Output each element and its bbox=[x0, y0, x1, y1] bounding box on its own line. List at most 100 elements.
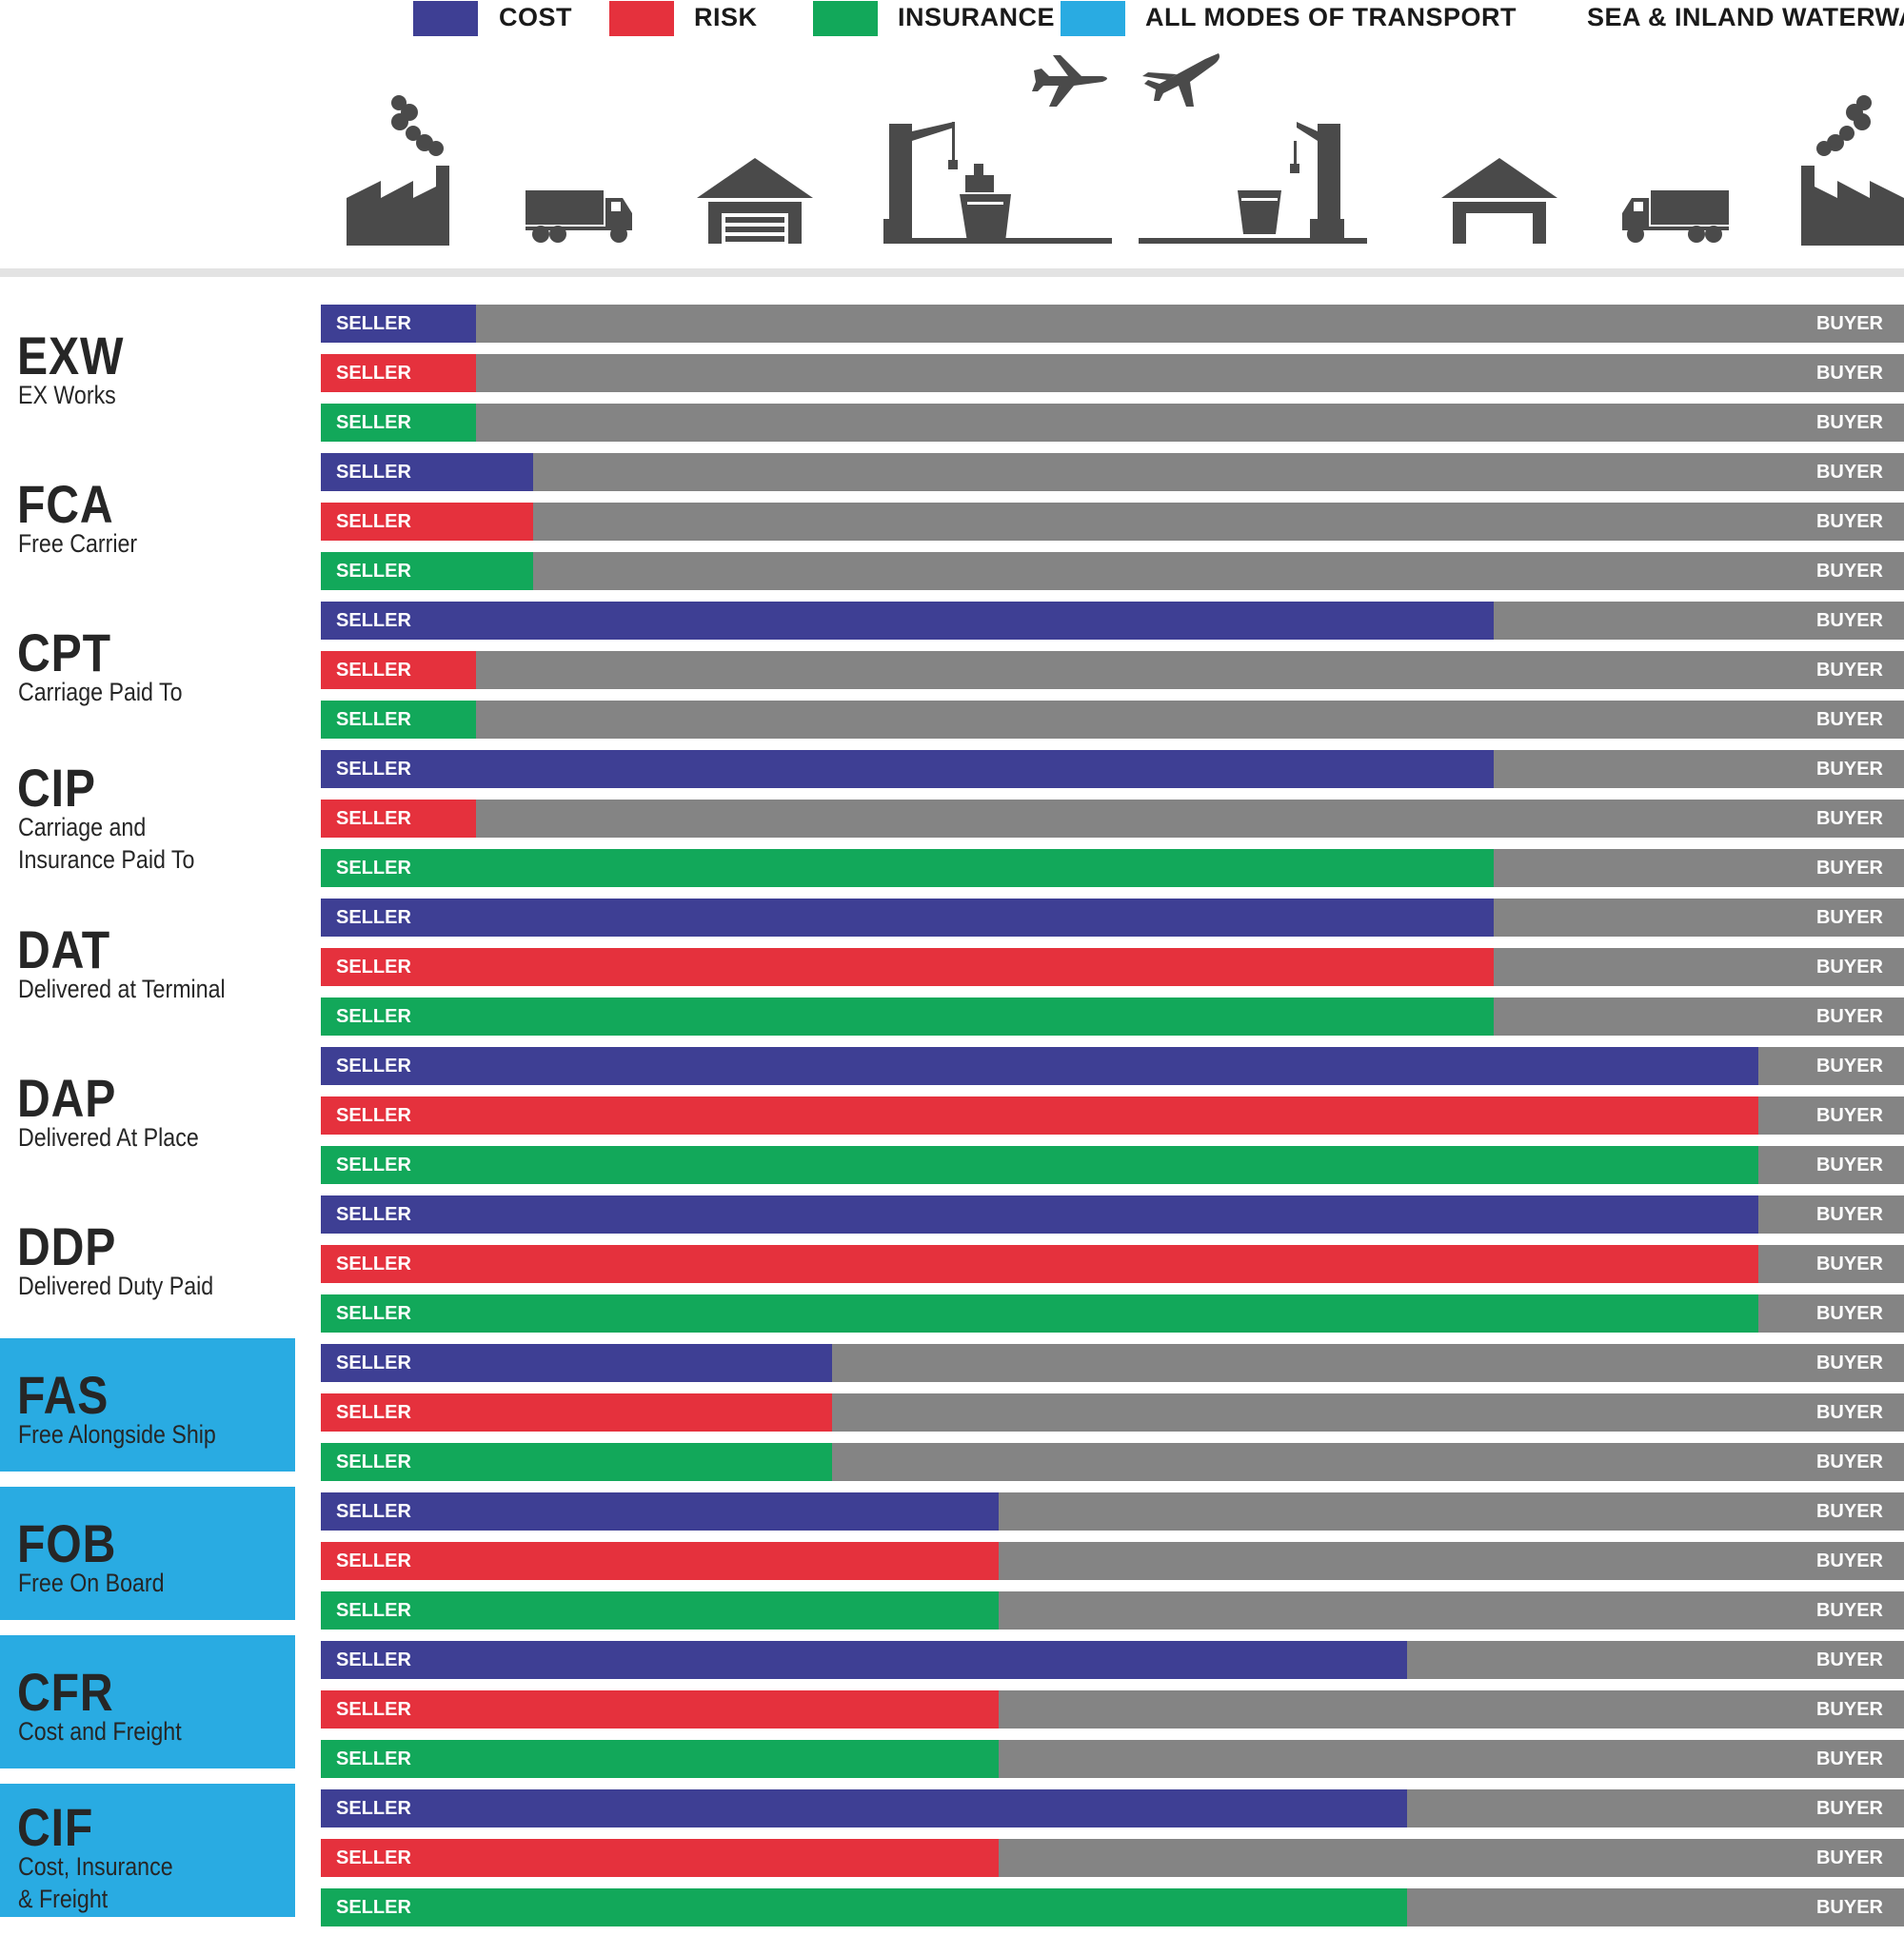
bar-seller-segment-cost bbox=[321, 453, 533, 491]
term-label-cpt: CPT Carriage Paid To bbox=[0, 596, 295, 729]
bar-cif-cost: SELLER BUYER bbox=[321, 1789, 1904, 1827]
term-code: CIP bbox=[17, 758, 96, 818]
factory-icon bbox=[345, 93, 459, 246]
incoterms-bar-chart: SELLER BUYER SELLER BUYER SELLER BUYER SELLER B… bbox=[321, 305, 1904, 1936]
term-label-dat: DAT Delivered at Terminal bbox=[0, 893, 295, 1026]
legend-label-sea: SEA & INLAND WATERWAYS bbox=[1587, 3, 1904, 31]
bar-buyer-label: BUYER bbox=[1815, 1204, 1883, 1225]
warehouse-icon bbox=[697, 158, 813, 246]
bar-buyer-label: BUYER bbox=[1815, 363, 1883, 384]
bar-seller-segment-risk bbox=[321, 1542, 999, 1580]
bar-ddp-insurance: SELLER BUYER bbox=[321, 1294, 1904, 1333]
term-code: CFR bbox=[17, 1662, 114, 1722]
bar-exw-risk: SELLER BUYER bbox=[321, 354, 1904, 392]
bar-seller-segment-insurance bbox=[321, 998, 1495, 1036]
legend-swatch-insurance bbox=[813, 1, 878, 36]
bar-seller-segment-cost bbox=[321, 1492, 999, 1531]
bar-seller-label: SELLER bbox=[336, 1254, 411, 1274]
bar-seller-label: SELLER bbox=[336, 1650, 411, 1670]
legend-label-insurance: INSURANCE bbox=[898, 3, 1056, 31]
bar-cip-insurance: SELLER BUYER bbox=[321, 849, 1904, 887]
term-code: FOB bbox=[17, 1513, 117, 1573]
bar-seller-label: SELLER bbox=[336, 759, 411, 780]
bar-buyer-label: BUYER bbox=[1815, 1402, 1883, 1423]
term-label-fas: FAS Free Alongside Ship bbox=[0, 1338, 295, 1472]
bar-dap-insurance: SELLER BUYER bbox=[321, 1146, 1904, 1184]
bar-fca-risk: SELLER BUYER bbox=[321, 503, 1904, 541]
bar-seller-segment-cost bbox=[321, 1047, 1758, 1085]
bar-buyer-label: BUYER bbox=[1815, 660, 1883, 681]
transport-icon-strip bbox=[0, 48, 1904, 247]
bar-seller-segment-risk bbox=[321, 1393, 833, 1432]
bar-seller-label: SELLER bbox=[336, 1600, 411, 1621]
bar-cip-risk: SELLER BUYER bbox=[321, 800, 1904, 838]
bar-seller-label: SELLER bbox=[336, 709, 411, 730]
term-name: Delivered Duty Paid bbox=[18, 1272, 214, 1300]
bar-seller-segment-insurance bbox=[321, 849, 1495, 887]
bar-buyer-label: BUYER bbox=[1815, 610, 1883, 631]
bar-seller-segment-cost bbox=[321, 1195, 1758, 1234]
bar-buyer-label: BUYER bbox=[1815, 313, 1883, 334]
bar-dap-risk: SELLER BUYER bbox=[321, 1096, 1904, 1135]
bar-seller-label: SELLER bbox=[336, 660, 411, 681]
bar-fob-insurance: SELLER BUYER bbox=[321, 1591, 1904, 1630]
bar-seller-segment-risk bbox=[321, 1096, 1758, 1135]
airplane-icon bbox=[1032, 48, 1112, 110]
bar-buyer-label: BUYER bbox=[1815, 1600, 1883, 1621]
bar-buyer-label: BUYER bbox=[1815, 1254, 1883, 1274]
bar-buyer-label: BUYER bbox=[1815, 1452, 1883, 1472]
term-label-fob: FOB Free On Board bbox=[0, 1487, 295, 1620]
bar-seller-segment-insurance bbox=[321, 404, 476, 442]
bar-dat-cost: SELLER BUYER bbox=[321, 899, 1904, 937]
bar-cif-insurance: SELLER BUYER bbox=[321, 1888, 1904, 1926]
bar-seller-segment-risk bbox=[321, 354, 476, 392]
bar-exw-cost: SELLER BUYER bbox=[321, 305, 1904, 343]
term-label-ddp: DDP Delivered Duty Paid bbox=[0, 1190, 295, 1323]
bar-cip-cost: SELLER BUYER bbox=[321, 750, 1904, 788]
bar-buyer-label: BUYER bbox=[1815, 1303, 1883, 1324]
legend-swatch-cost bbox=[413, 1, 478, 36]
bar-seller-label: SELLER bbox=[336, 1006, 411, 1027]
bar-buyer-label: BUYER bbox=[1815, 808, 1883, 829]
term-code: FAS bbox=[17, 1365, 109, 1425]
bar-fas-risk: SELLER BUYER bbox=[321, 1393, 1904, 1432]
legend: COST RISK INSURANCE ALL MODES OF TRANSPO… bbox=[0, 0, 1904, 38]
warehouse-icon bbox=[1441, 158, 1557, 246]
bar-fob-risk: SELLER BUYER bbox=[321, 1542, 1904, 1580]
bar-seller-label: SELLER bbox=[336, 858, 411, 879]
bar-seller-label: SELLER bbox=[336, 1353, 411, 1373]
bar-seller-segment-insurance bbox=[321, 1888, 1407, 1926]
bar-seller-label: SELLER bbox=[336, 957, 411, 978]
bar-buyer-label: BUYER bbox=[1815, 1501, 1883, 1522]
bar-seller-label: SELLER bbox=[336, 1155, 411, 1175]
bar-seller-label: SELLER bbox=[336, 363, 411, 384]
bar-seller-label: SELLER bbox=[336, 1056, 411, 1077]
term-name: Cost and Freight bbox=[18, 1717, 182, 1746]
bar-seller-segment-risk bbox=[321, 651, 476, 689]
bar-seller-label: SELLER bbox=[336, 1204, 411, 1225]
bar-cfr-insurance: SELLER BUYER bbox=[321, 1740, 1904, 1778]
bar-seller-label: SELLER bbox=[336, 1551, 411, 1571]
term-name: EX Works bbox=[18, 381, 116, 409]
bar-dat-risk: SELLER BUYER bbox=[321, 948, 1904, 986]
bar-seller-label: SELLER bbox=[336, 462, 411, 483]
bar-seller-segment-risk bbox=[321, 1690, 999, 1729]
bar-cpt-cost: SELLER BUYER bbox=[321, 602, 1904, 640]
bar-buyer-label: BUYER bbox=[1815, 561, 1883, 582]
term-name: Carriage Paid To bbox=[18, 678, 183, 706]
port-crane-ship-icon bbox=[883, 122, 1112, 246]
header-divider bbox=[0, 268, 1904, 277]
bar-seller-label: SELLER bbox=[336, 1402, 411, 1423]
bar-seller-label: SELLER bbox=[336, 808, 411, 829]
bar-fca-cost: SELLER BUYER bbox=[321, 453, 1904, 491]
term-label-exw: EXW EX Works bbox=[0, 299, 295, 432]
bar-cfr-cost: SELLER BUYER bbox=[321, 1641, 1904, 1679]
bar-seller-segment-insurance bbox=[321, 1443, 833, 1481]
bar-seller-segment-insurance bbox=[321, 1740, 999, 1778]
bar-seller-label: SELLER bbox=[336, 1699, 411, 1720]
term-name: Delivered At Place bbox=[18, 1123, 199, 1152]
bar-seller-segment-insurance bbox=[321, 552, 533, 590]
bar-seller-label: SELLER bbox=[336, 1501, 411, 1522]
bar-buyer-label: BUYER bbox=[1815, 709, 1883, 730]
bar-fas-cost: SELLER BUYER bbox=[321, 1344, 1904, 1382]
